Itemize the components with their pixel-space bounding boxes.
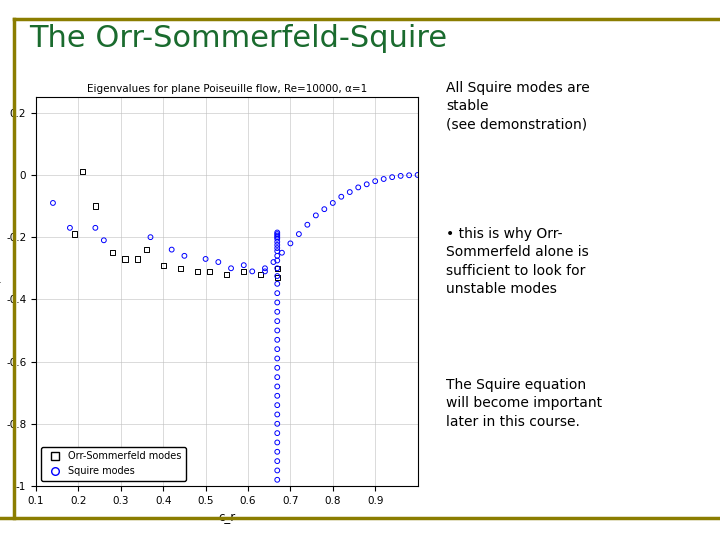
- Point: [344, 188, 356, 197]
- Squire modes: [271, 363, 283, 372]
- Squire modes: [271, 307, 283, 316]
- Squire modes: [271, 298, 283, 307]
- Point: [145, 233, 156, 241]
- Squire modes: [271, 345, 283, 354]
- Point: [48, 199, 59, 207]
- Squire modes: [271, 233, 283, 241]
- Point: [395, 172, 406, 180]
- Orr-Sommerfeld modes: [272, 273, 284, 282]
- Point: [212, 258, 224, 266]
- Orr-Sommerfeld modes: [132, 255, 143, 264]
- Squire modes: [271, 264, 283, 273]
- Squire modes: [271, 317, 283, 326]
- Text: All Squire modes are
stable
(see demonstration): All Squire modes are stable (see demonst…: [446, 81, 590, 132]
- Squire modes: [271, 466, 283, 475]
- Orr-Sommerfeld modes: [255, 270, 266, 279]
- Point: [98, 236, 109, 245]
- Orr-Sommerfeld modes: [68, 230, 80, 238]
- Orr-Sommerfeld modes: [174, 264, 186, 273]
- Point: [293, 230, 305, 238]
- Squire modes: [271, 354, 283, 363]
- Point: [276, 248, 288, 257]
- Squire modes: [271, 401, 283, 409]
- Squire modes: [271, 280, 283, 288]
- Point: [387, 173, 398, 181]
- Point: [318, 205, 330, 213]
- Squire modes: [271, 373, 283, 381]
- Point: [378, 174, 390, 183]
- Squire modes: [271, 234, 283, 243]
- Orr-Sommerfeld modes: [107, 248, 118, 257]
- Squire modes: [271, 230, 283, 238]
- Point: [238, 261, 250, 269]
- Point: [64, 224, 76, 232]
- Squire modes: [271, 429, 283, 437]
- Squire modes: [271, 475, 283, 484]
- Y-axis label: c⁻: c⁻: [0, 279, 1, 292]
- Squire modes: [271, 457, 283, 465]
- Point: [246, 267, 258, 276]
- Squire modes: [271, 241, 283, 249]
- Orr-Sommerfeld modes: [158, 261, 169, 269]
- Squire modes: [271, 252, 283, 260]
- Point: [369, 177, 381, 186]
- Squire modes: [271, 438, 283, 447]
- Point: [89, 224, 101, 232]
- Orr-Sommerfeld modes: [77, 167, 89, 176]
- Point: [361, 180, 372, 188]
- Squire modes: [271, 228, 283, 237]
- Point: [310, 211, 322, 220]
- Orr-Sommerfeld modes: [238, 267, 250, 276]
- Legend: Orr-Sommerfeld modes, Squire modes: Orr-Sommerfeld modes, Squire modes: [41, 447, 186, 481]
- Point: [336, 192, 347, 201]
- Orr-Sommerfeld modes: [272, 264, 284, 273]
- Point: [302, 220, 313, 229]
- Squire modes: [271, 256, 283, 265]
- Orr-Sommerfeld modes: [120, 255, 131, 264]
- Point: [268, 258, 279, 266]
- Squire modes: [271, 247, 283, 255]
- Squire modes: [271, 448, 283, 456]
- Squire modes: [271, 289, 283, 298]
- Orr-Sommerfeld modes: [204, 267, 215, 276]
- Squire modes: [271, 244, 283, 252]
- Point: [259, 264, 271, 273]
- Squire modes: [271, 335, 283, 344]
- Squire modes: [271, 231, 283, 240]
- Point: [166, 245, 177, 254]
- Orr-Sommerfeld modes: [140, 245, 152, 254]
- Squire modes: [271, 382, 283, 391]
- Text: • this is why Orr-
Sommerfeld alone is
sufficient to look for
unstable modes: • this is why Orr- Sommerfeld alone is s…: [446, 227, 589, 296]
- Orr-Sommerfeld modes: [192, 267, 203, 276]
- Point: [327, 199, 338, 207]
- Orr-Sommerfeld modes: [89, 202, 101, 211]
- Squire modes: [271, 238, 283, 246]
- X-axis label: c_r: c_r: [218, 511, 235, 524]
- Squire modes: [271, 410, 283, 419]
- Point: [403, 171, 415, 180]
- Squire modes: [271, 392, 283, 400]
- Orr-Sommerfeld modes: [221, 270, 233, 279]
- Point: [412, 171, 423, 179]
- Squire modes: [271, 272, 283, 280]
- Point: [179, 252, 190, 260]
- Point: [284, 239, 296, 248]
- Title: Eigenvalues for plane Poiseuille flow, Re=10000, α=1: Eigenvalues for plane Poiseuille flow, R…: [86, 84, 367, 93]
- Point: [353, 183, 364, 192]
- Point: [200, 255, 212, 264]
- Text: The Squire equation
will become important
later in this course.: The Squire equation will become importan…: [446, 378, 603, 429]
- Point: [259, 267, 271, 276]
- Squire modes: [271, 420, 283, 428]
- Squire modes: [271, 326, 283, 335]
- Text: The Orr-Sommerfeld-Squire: The Orr-Sommerfeld-Squire: [29, 24, 447, 53]
- Point: [225, 264, 237, 273]
